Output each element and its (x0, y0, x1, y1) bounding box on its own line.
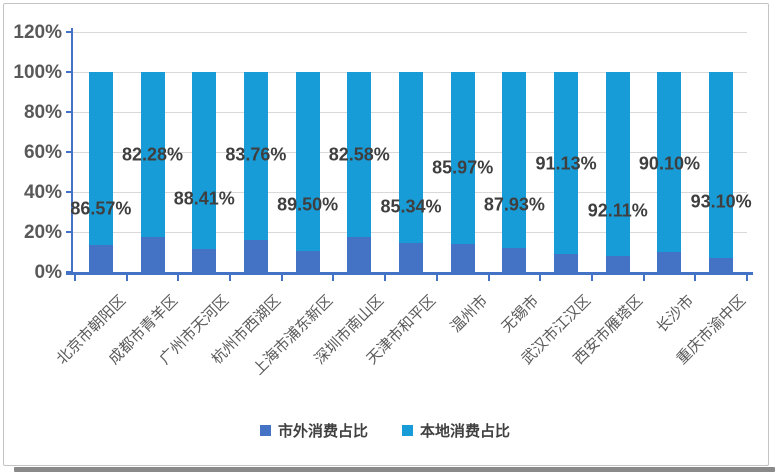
legend-label-local: 本地消费占比 (420, 423, 511, 440)
y-axis-tick-label: 0% (34, 262, 62, 283)
y-axis-tick-label: 120% (13, 22, 62, 43)
data-label: 92.11% (587, 200, 648, 221)
bar-segment-local (192, 72, 217, 249)
x-axis-tick (746, 275, 748, 281)
bar-segment-outside (709, 258, 734, 272)
data-label: 82.58% (328, 144, 390, 165)
legend-swatch-outside-icon (259, 425, 271, 436)
window-bottom-edge (14, 467, 775, 472)
bar-segment-outside (88, 245, 113, 272)
x-axis-tick (229, 275, 232, 281)
data-label: 83.76% (225, 144, 287, 165)
bar-segment-local (399, 72, 423, 243)
x-axis-tick (332, 275, 335, 281)
bar-segment-local (657, 72, 682, 253)
x-axis-tick (280, 275, 283, 281)
y-axis-tick (66, 151, 73, 153)
chart-frame (3, 3, 769, 466)
x-axis-category-label: 温州市 (446, 292, 491, 336)
data-label: 87.93% (483, 194, 545, 215)
bar-segment-outside (243, 239, 268, 272)
data-label: 85.97% (432, 157, 494, 178)
data-label: 88.41% (173, 188, 235, 209)
bar-segment-outside (657, 252, 682, 272)
x-axis-tick (435, 275, 438, 281)
y-axis-tick (66, 231, 73, 233)
y-axis-tick-label: 100% (13, 62, 62, 83)
y-axis-tick-label: 20% (23, 222, 62, 243)
x-axis-tick (590, 275, 593, 281)
y-axis-tick-label: 60% (23, 142, 62, 163)
y-axis-tick-label: 80% (23, 102, 62, 123)
data-label: 90.10% (638, 153, 700, 174)
bar-segment-outside (347, 237, 372, 272)
y-axis-tick (66, 31, 73, 33)
y-axis-tick-label: 40% (23, 182, 62, 203)
x-axis-tick (487, 275, 490, 281)
bar-segment-local (450, 72, 475, 244)
bar-segment-local (347, 72, 372, 238)
bar-segment-outside (502, 247, 527, 272)
bar-segment-outside (140, 236, 165, 272)
data-label: 91.13% (535, 153, 597, 174)
y-axis-line (71, 28, 73, 274)
gridline (72, 32, 747, 33)
bar-segment-local (88, 72, 113, 246)
x-axis-category-label: 无锡市 (498, 292, 543, 336)
legend-label-outside: 市外消费占比 (277, 423, 368, 440)
bar-segment-outside (605, 256, 630, 272)
legend-item-outside-consumption: 市外消费占比 (259, 420, 368, 441)
bar-segment-local (709, 72, 734, 259)
data-label: 89.50% (277, 194, 339, 215)
bar-segment-local (502, 72, 527, 248)
bar-segment-local (243, 72, 268, 240)
x-axis-category-label: 长沙市 (653, 292, 698, 336)
bar-segment-local (605, 72, 630, 257)
x-axis-tick (177, 275, 180, 281)
legend-swatch-local-icon (402, 425, 413, 436)
x-axis-tick (642, 275, 645, 281)
x-axis-line (66, 272, 753, 275)
bar-segment-local (140, 72, 165, 237)
bar-segment-outside (192, 248, 217, 272)
y-axis-tick (66, 191, 73, 193)
bar-segment-local (554, 72, 579, 255)
bar-segment-local (295, 72, 320, 251)
x-axis-tick (694, 275, 697, 281)
y-axis-tick (66, 71, 73, 73)
bar-segment-outside (554, 254, 579, 272)
x-axis-tick (125, 275, 128, 281)
chart-legend: 市外消费占比 本地消费占比 (3, 420, 767, 441)
bar-segment-outside (399, 242, 423, 272)
bar-segment-outside (295, 251, 320, 272)
x-axis-tick (384, 275, 387, 281)
legend-item-local-consumption: 本地消费占比 (402, 420, 510, 441)
data-label: 93.10% (690, 191, 752, 212)
data-label: 85.34% (380, 196, 442, 217)
data-label: 82.28% (122, 144, 184, 165)
bar-segment-outside (450, 243, 475, 272)
y-axis-tick (66, 111, 73, 113)
data-label: 86.57% (70, 198, 132, 219)
x-axis-tick (74, 275, 76, 281)
x-axis-tick (539, 275, 542, 281)
